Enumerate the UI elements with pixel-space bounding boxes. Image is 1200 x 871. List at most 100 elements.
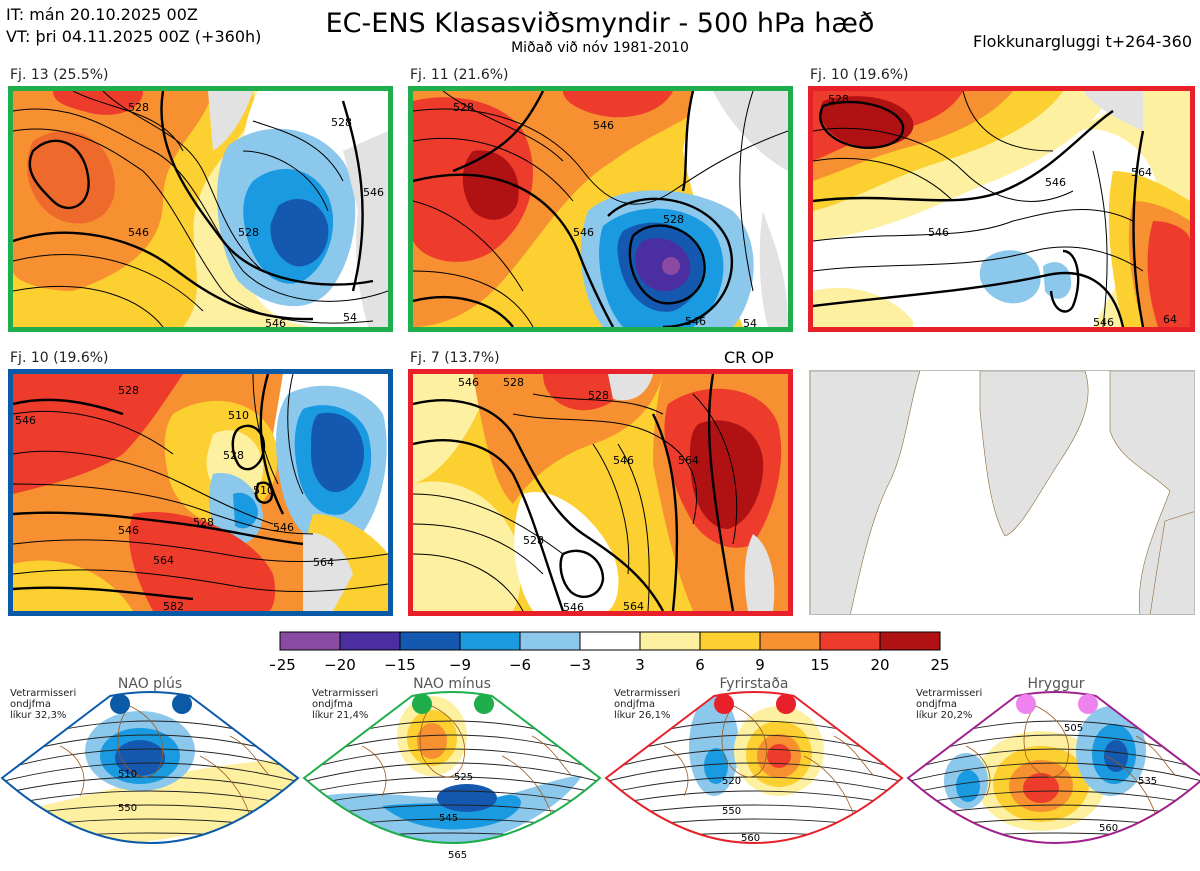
contour-label-4-7: 528 — [193, 516, 214, 529]
regime-note: Vetrarmisseri ondjfma líkur 32,3% — [10, 688, 77, 721]
regime-dot-1 — [412, 694, 432, 714]
contour-label-3-3: 546 — [1045, 176, 1066, 189]
contour-label-1-1: 528 — [128, 101, 149, 114]
colorbar: −25 −20 −15 −9 −6 −3 3 6 9 15 20 25 — [270, 631, 950, 674]
contour-label-5-6: 528 — [523, 534, 544, 547]
regime-map-3: Fyrirstaða Vetrarmisseri ondjfma líkur 26,1… — [604, 676, 904, 871]
regime-title: NAO plús — [117, 676, 183, 692]
contour-label-3-1: 528 — [828, 93, 849, 106]
regime-contour-label-1: 505 — [1064, 723, 1083, 734]
regime-field: 505 535 560 — [906, 691, 1200, 844]
regime-note: Vetrarmisseri ondjfma líkur 20,2% — [916, 688, 983, 721]
panel-label-3: Fj. 10 (19.6%) — [810, 67, 909, 83]
regime-map-4: Hryggur Vetrarmisseri ondjfma líkur 20,2% 50… — [906, 676, 1200, 871]
colorbar-tick-2: −20 — [324, 656, 356, 674]
regime-title: Fyrirstaða — [719, 676, 789, 692]
contour-label-2-3: 546 — [573, 226, 594, 239]
colorbar-tick-7: 3 — [635, 656, 645, 674]
cluster-map-5-field: 546 528 528 546 564 528 546 564 — [413, 374, 788, 611]
regime-contour-label-2: 535 — [1138, 776, 1157, 787]
regime-title: Hryggur — [1027, 676, 1085, 692]
regime-contour-label-2: 550 — [118, 803, 137, 814]
cluster-map-2-field: 528 546 546 546 528 54 — [413, 91, 788, 327]
colorbar-swatch-3 — [399, 631, 461, 651]
contour-label-4-6: 546 — [118, 524, 139, 537]
contour-label-4-1: 546 — [15, 414, 36, 427]
cluster-map-5: 546 528 528 546 564 528 546 564 — [408, 369, 793, 616]
contour-label-4-8: 546 — [273, 521, 294, 534]
contour-label-5-4: 546 — [613, 454, 634, 467]
contour-label-3-2: 546 — [928, 226, 949, 239]
cluster-map-3: 528 546 546 564 546 64 — [808, 86, 1195, 332]
contour-label-5-1: 546 — [458, 376, 479, 389]
it-line: IT: mán 20.10.2025 00Z — [6, 5, 198, 24]
page-title: EC-ENS Klasasviðsmyndir - 500 hPa hæð — [325, 8, 875, 39]
contour-label-1-6: 528 — [331, 116, 352, 129]
colorbar-swatch-8 — [699, 631, 761, 651]
contour-label-3-6: 64 — [1163, 313, 1177, 326]
regime-note: Vetrarmisseri ondjfma líkur 26,1% — [614, 688, 681, 721]
panel-label-1: Fj. 13 (25.5%) — [10, 67, 109, 83]
regime-contour-label-1: 510 — [118, 769, 137, 780]
page-subtitle: Miðað við nóv 1981-2010 — [511, 40, 689, 56]
cluster-map-4: 546 528 510 528 510 546 528 546 564 564 … — [8, 369, 393, 616]
contour-label-1-5: 546 — [363, 186, 384, 199]
cluster-map-2: 528 546 546 546 528 54 — [408, 86, 793, 332]
contour-label-4-11: 582 — [163, 600, 184, 611]
colorbar-swatch-6 — [579, 631, 641, 651]
colorbar-tick-8: 6 — [695, 656, 705, 674]
contour-label-3-5: 546 — [1093, 316, 1114, 327]
regime-dot-1 — [1016, 694, 1036, 714]
contour-label-1-7: 54 — [343, 311, 357, 324]
regime-contour-label-3: 565 — [448, 850, 467, 861]
panel-label-4: Fj. 10 (19.6%) — [10, 350, 109, 366]
cr-op-label: CR OP — [724, 348, 774, 367]
cluster-map-4-field: 546 528 510 528 510 546 528 546 564 564 … — [13, 374, 388, 611]
blank-map-panel — [809, 370, 1195, 615]
regime-contour-label-1: 525 — [454, 772, 473, 783]
colorbar-swatch-11 — [879, 631, 941, 651]
contour-label-3-4: 564 — [1131, 166, 1152, 179]
blank-map-land — [810, 371, 1194, 614]
colorbar-swatch-5 — [519, 631, 581, 651]
contour-label-1-4: 546 — [265, 317, 286, 327]
colorbar-tick-6: −3 — [569, 656, 591, 674]
contour-label-5-3: 528 — [588, 389, 609, 402]
contour-label-5-8: 564 — [623, 600, 644, 611]
cluster-map-3-field: 528 546 546 564 546 64 — [813, 91, 1190, 327]
regime-contour-label-3: 560 — [1099, 823, 1118, 834]
contour-label-5-7: 546 — [563, 601, 584, 611]
contour-label-2-4: 546 — [685, 315, 706, 327]
colorbar-swatch-4 — [459, 631, 521, 651]
contour-label-5-5: 564 — [678, 454, 699, 467]
regime-dot-2 — [1078, 694, 1098, 714]
regime-contour-label-1: 520 — [722, 776, 741, 787]
regime-contour-label-3: 560 — [741, 833, 760, 844]
regime-dot-2 — [474, 694, 494, 714]
regime-map-1: NAO plús Vetrarmisseri ondjfma líkur 32,3% 5… — [0, 676, 300, 871]
colorbar-tick-11: 20 — [870, 656, 889, 674]
colorbar-tick-9: 9 — [755, 656, 765, 674]
colorbar-tick-1: −25 — [270, 656, 296, 674]
colorbar-tick-10: 15 — [810, 656, 829, 674]
regime-contour-label-2: 550 — [722, 806, 741, 817]
contour-label-1-2: 546 — [128, 226, 149, 239]
contour-label-2-1: 528 — [453, 101, 474, 114]
cluster-map-1: 528 546 528 546 546 528 54 — [8, 86, 393, 332]
colorbar-swatch-10 — [819, 631, 881, 651]
contour-label-2-6: 54 — [743, 317, 757, 327]
panel-label-5: Fj. 7 (13.7%) — [410, 350, 500, 366]
colorbar-swatch-2 — [339, 631, 401, 651]
panel-label-2: Fj. 11 (21.6%) — [410, 67, 509, 83]
contour-label-2-2: 546 — [593, 119, 614, 132]
regime-map-2: NAO mínus Vetrarmisseri ondjfma líkur 21,4%… — [302, 676, 602, 871]
regime-title: NAO mínus — [413, 676, 491, 692]
contour-label-2-5: 528 — [663, 213, 684, 226]
regime-note: Vetrarmisseri ondjfma líkur 21,4% — [312, 688, 379, 721]
colorbar-swatch-7 — [639, 631, 701, 651]
window-label: Flokkunargluggi t+264-360 — [973, 32, 1192, 51]
regime-dot-1 — [714, 694, 734, 714]
vt-line: VT: þri 04.11.2025 00Z (+360h) — [6, 27, 262, 46]
regime-dot-1 — [110, 694, 130, 714]
regime-field: 510 550 — [0, 691, 300, 844]
